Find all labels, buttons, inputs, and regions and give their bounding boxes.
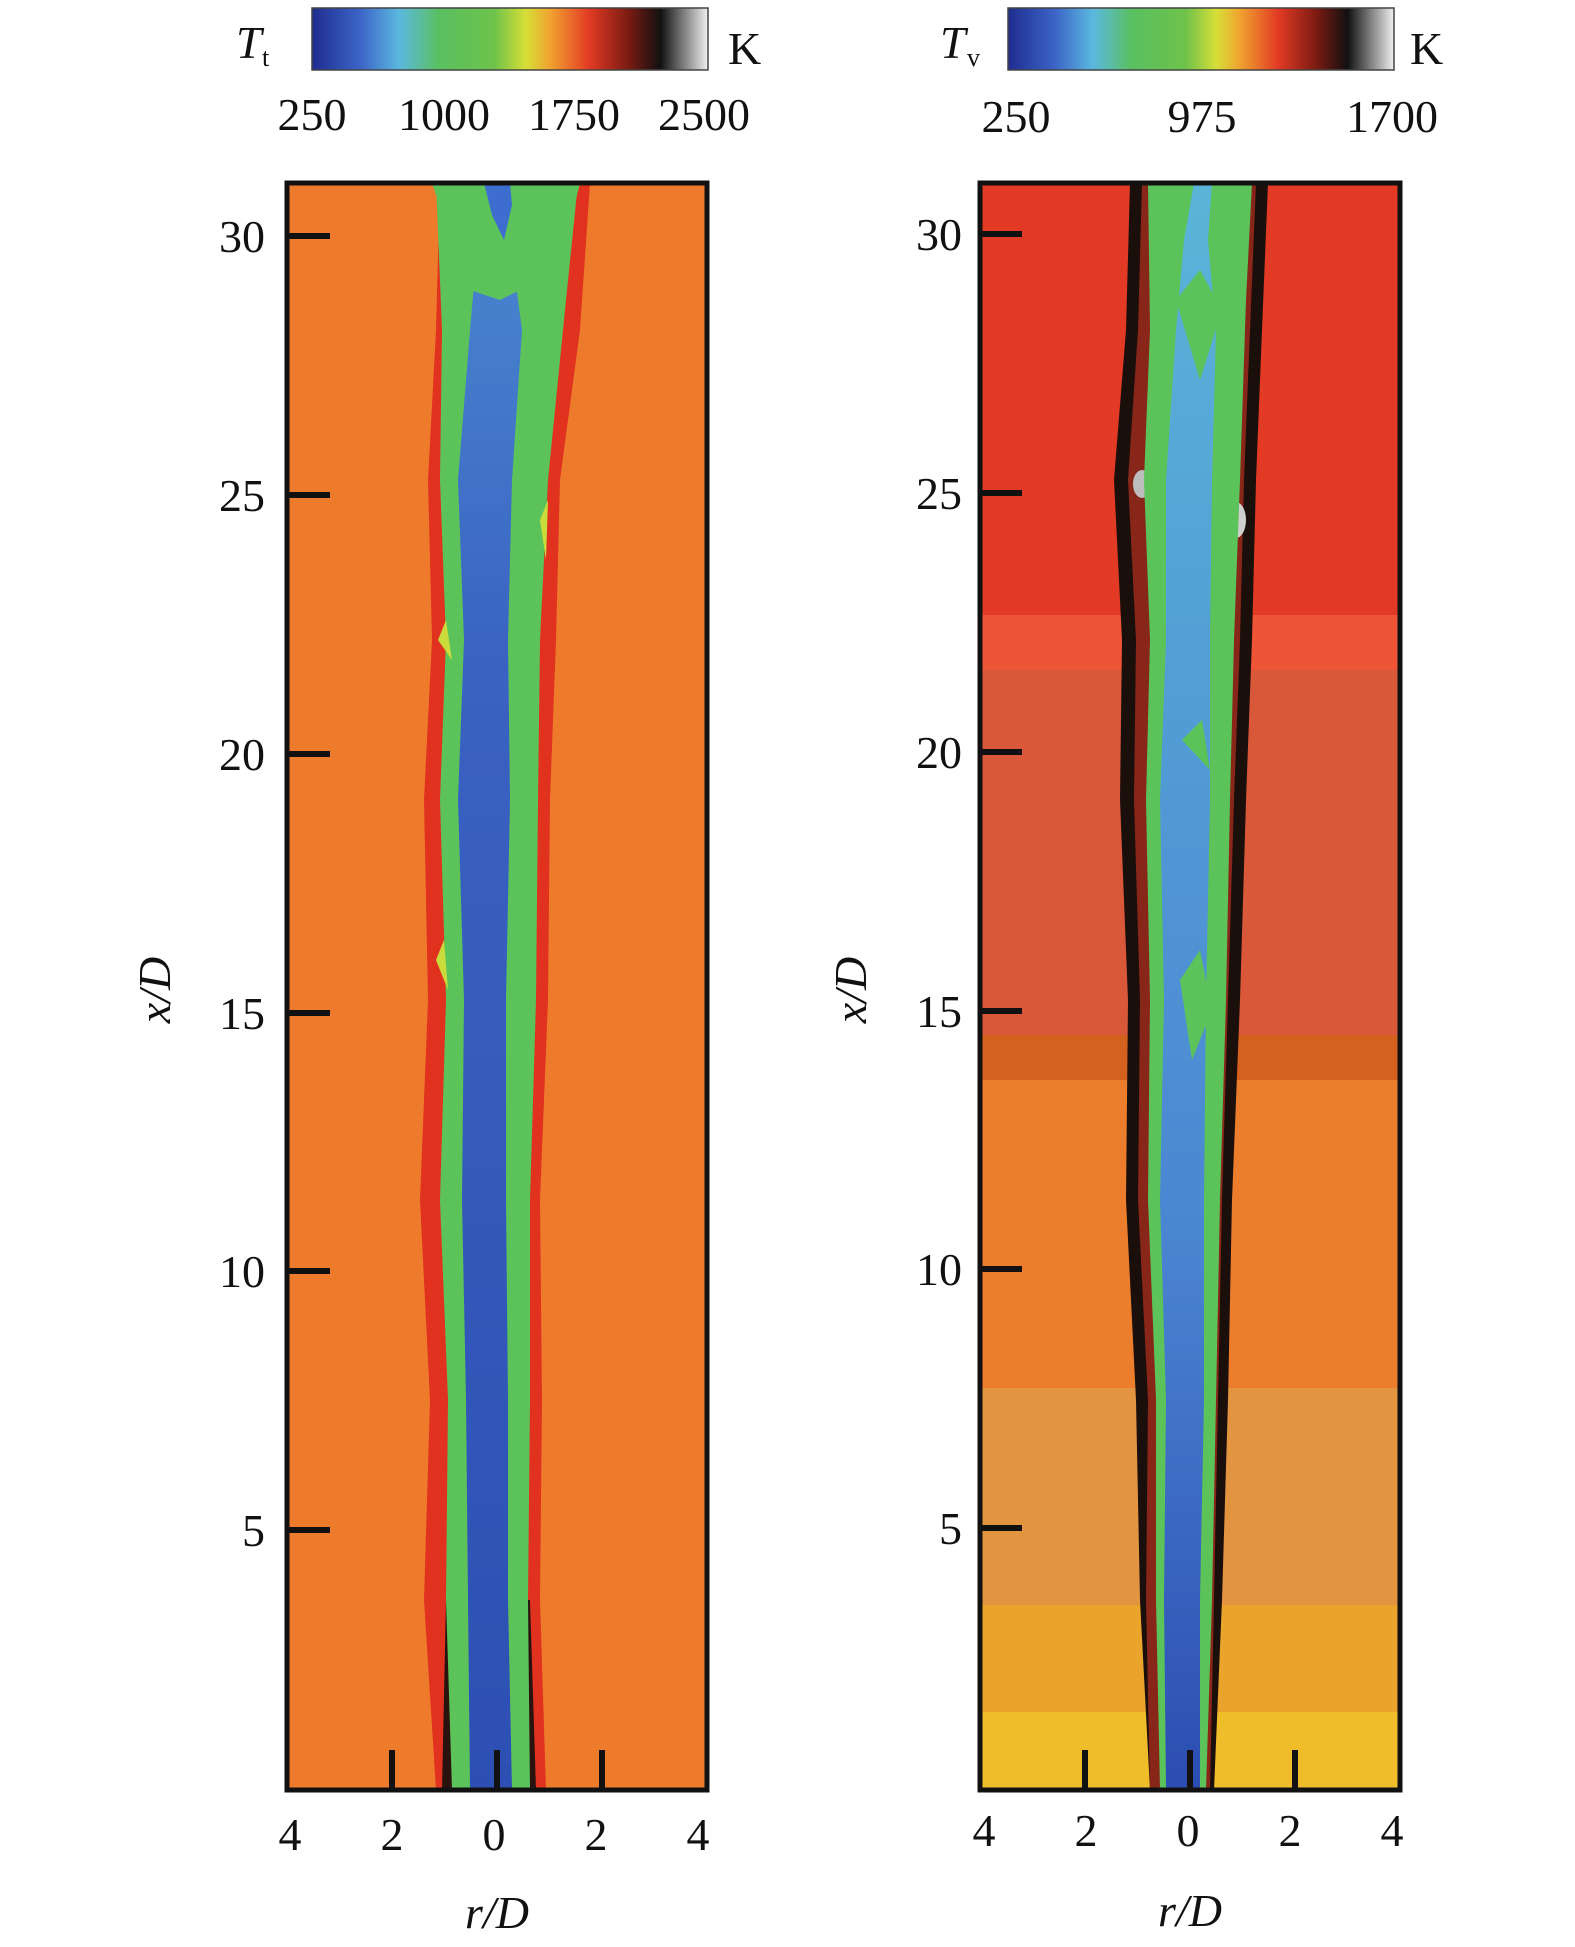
left-y-tick-label: 20 [219,729,265,780]
left-y-tick-label: 25 [219,470,265,521]
right-x-tick-label: 0 [1177,1805,1200,1856]
right-colorbar-tick: 250 [982,91,1051,142]
right-colorbar-symbol: T [940,17,969,68]
right-y-tick-label: 10 [916,1244,962,1295]
left-colorbar-subscript: t [262,43,270,72]
right-y-tick-label: 25 [916,468,962,519]
right-y-axis-label: x/D [825,957,876,1024]
left-y-tick-label: 30 [219,211,265,262]
right-colorbar-tick: 1700 [1346,91,1438,142]
right-x-tick-label: 2 [1075,1805,1098,1856]
right-colorbar-tick: 975 [1168,91,1237,142]
left-y-axis-label: x/D [129,957,180,1024]
left-colorbar: T t K 250 1000 1750 2500 [236,7,761,140]
left-contour-field [287,183,707,1790]
left-x-axis-label: r/D [465,1887,529,1938]
left-y-axis [287,233,330,1533]
left-colorbar-gradient [311,7,709,71]
right-x-tick-label: 2 [1279,1805,1302,1856]
right-y-tick-label: 30 [916,209,962,260]
left-colorbar-tick: 2500 [658,89,750,140]
left-panel: T t K 250 1000 1750 2500 [129,7,761,1938]
right-panel: T v K 250 975 1700 [825,7,1443,1936]
right-y-tick-label: 20 [916,727,962,778]
left-colorbar-tick: 1000 [398,89,490,140]
right-x-axis-label: r/D [1158,1885,1222,1936]
right-y-tick-label: 15 [916,986,962,1037]
left-colorbar-tick: 250 [278,89,347,140]
left-colorbar-unit: K [728,23,761,74]
left-x-tick-label: 0 [483,1809,506,1860]
right-colorbar: T v K 250 975 1700 [940,7,1443,142]
left-x-tick-label: 4 [687,1809,710,1860]
right-x-axis [1082,1750,1298,1790]
left-colorbar-symbol: T [236,17,265,68]
left-x-tick-label: 2 [585,1809,608,1860]
left-x-tick-label: 2 [381,1809,404,1860]
right-y-axis [980,231,1022,1531]
right-colorbar-gradient [1007,7,1395,71]
left-y-tick-label: 10 [219,1246,265,1297]
right-y-tick-label: 5 [939,1503,962,1554]
left-y-tick-label: 15 [219,988,265,1039]
left-x-tick-label: 4 [279,1809,302,1860]
right-x-tick-label: 4 [1381,1805,1404,1856]
right-colorbar-subscript: v [967,43,980,72]
left-x-axis [389,1750,605,1790]
left-y-tick-label: 5 [242,1505,265,1556]
right-contour-field [980,183,1400,1790]
left-colorbar-tick: 1750 [528,89,620,140]
right-colorbar-unit: K [1410,23,1443,74]
right-x-tick-label: 4 [973,1805,996,1856]
